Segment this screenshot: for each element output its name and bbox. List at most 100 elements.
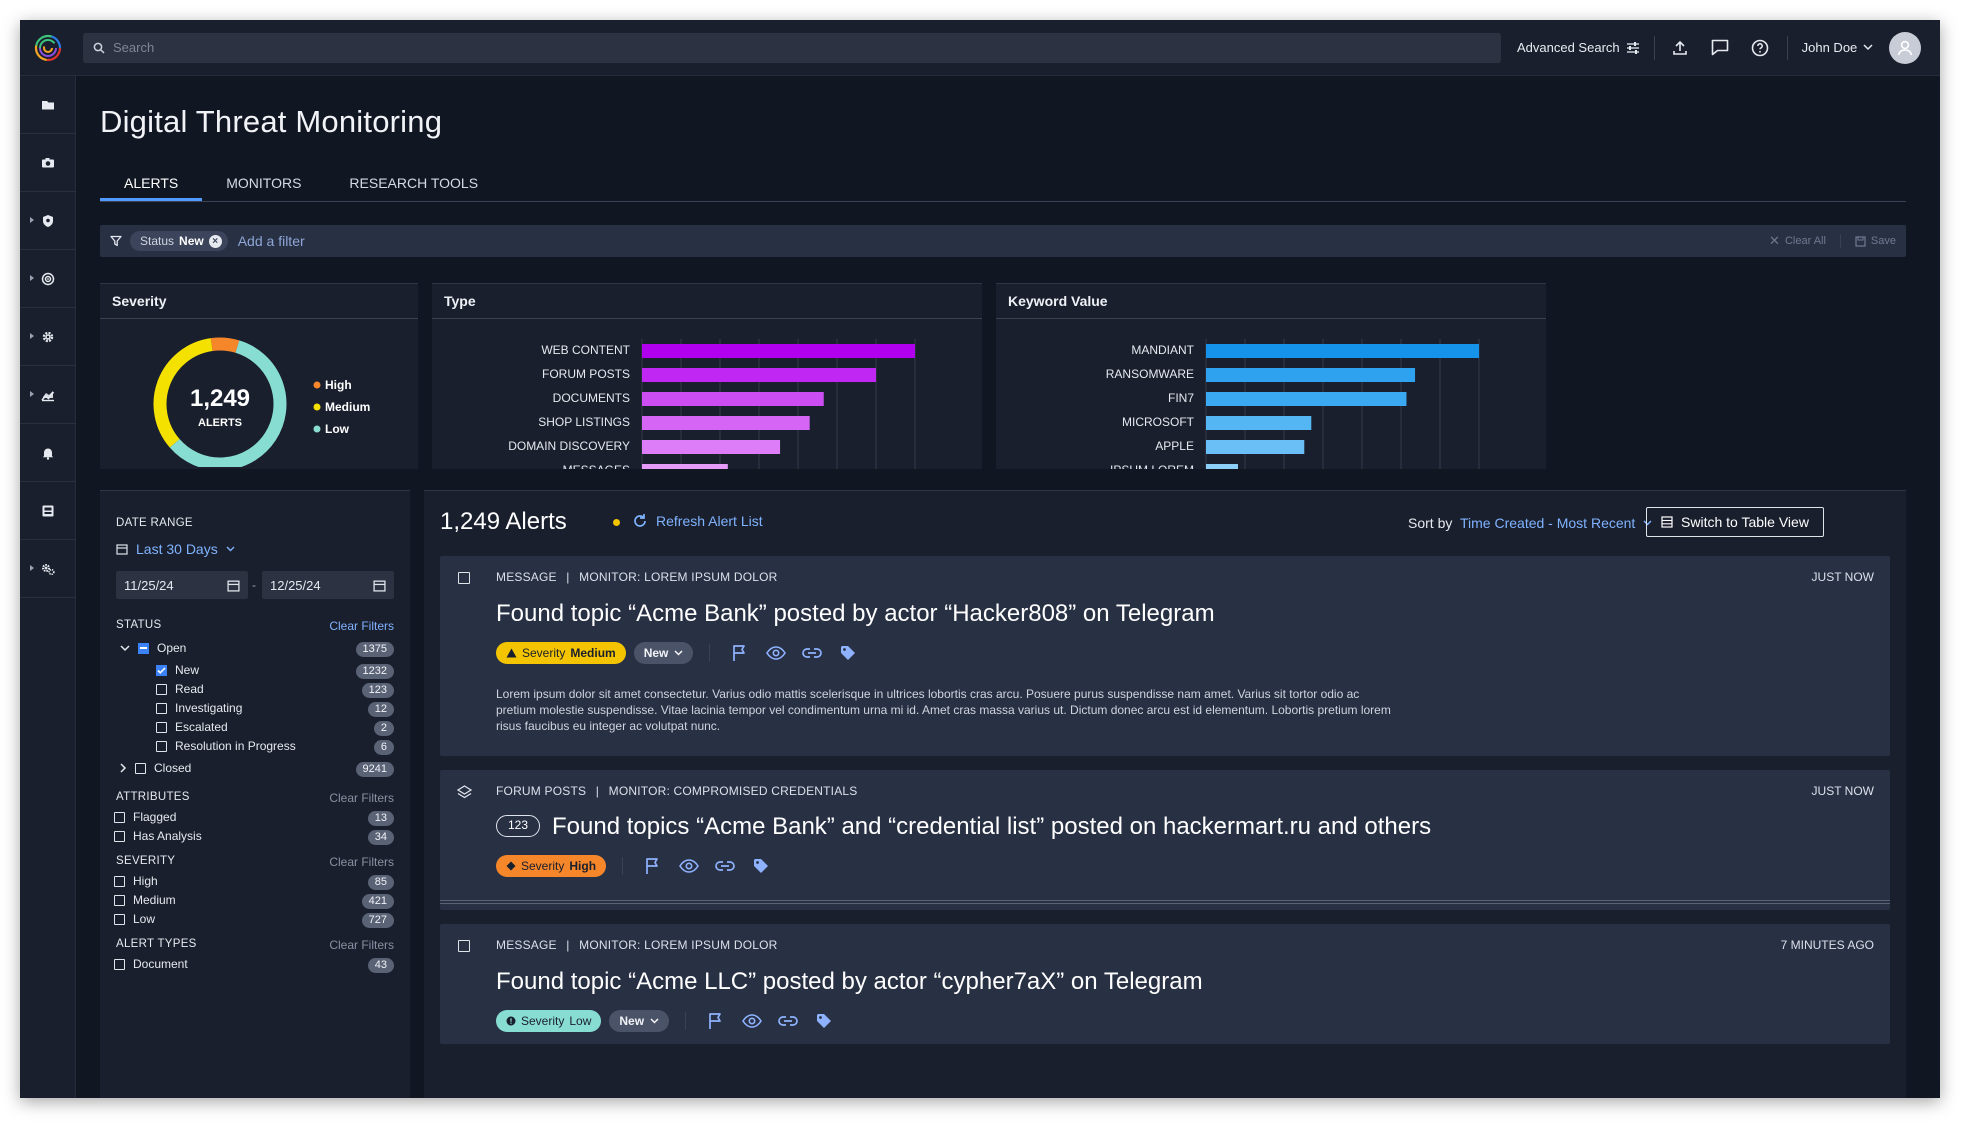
checkbox[interactable] — [114, 875, 125, 887]
bar-fin7[interactable] — [1206, 392, 1407, 406]
refresh-alert-list-button[interactable]: Refresh Alert List — [632, 513, 763, 529]
flag-button[interactable] — [726, 642, 754, 664]
bar-messages[interactable] — [642, 464, 728, 478]
status-open-row[interactable]: Open — [120, 641, 186, 655]
donut-slice-high[interactable] — [210, 337, 240, 353]
search-input[interactable] — [113, 40, 1413, 55]
calendar-icon[interactable] — [227, 579, 240, 592]
sidebar-item-camera[interactable] — [20, 134, 76, 192]
link-button[interactable] — [798, 642, 826, 664]
checkbox[interactable] — [156, 702, 167, 714]
calendar-icon[interactable] — [373, 579, 386, 592]
status-item-row[interactable]: Resolution in Progress — [156, 739, 296, 753]
severity-item-row[interactable]: Low — [114, 912, 155, 926]
bar-apple[interactable] — [1206, 440, 1305, 454]
date-from-field[interactable]: 11/25/24 — [116, 571, 248, 599]
checkbox[interactable] — [114, 830, 125, 842]
donut-slice-low[interactable] — [169, 340, 287, 471]
bar-shop-listings[interactable] — [642, 416, 810, 430]
alert-type-item-row[interactable]: Document — [114, 957, 188, 971]
link-button[interactable] — [774, 1010, 802, 1032]
search-box[interactable] — [83, 32, 1501, 63]
status-item-row[interactable]: Escalated — [156, 720, 228, 734]
attribute-item-row[interactable]: Flagged — [114, 810, 176, 824]
checkbox[interactable] — [156, 683, 167, 695]
chevron-down-icon[interactable] — [120, 644, 130, 652]
upload-button[interactable] — [1665, 33, 1695, 63]
alert-types-clear-filters[interactable]: Clear Filters — [329, 938, 394, 952]
add-filter-link[interactable]: Add a filter — [237, 233, 305, 249]
tag-button[interactable] — [834, 642, 862, 664]
alert-title[interactable]: Found topic “Acme Bank” posted by actor … — [496, 600, 1215, 627]
donut-slice-medium[interactable] — [153, 338, 213, 448]
filter-icon[interactable] — [110, 235, 122, 247]
sidebar-item-bell[interactable] — [20, 424, 76, 482]
bar-documents[interactable] — [642, 392, 824, 406]
bar-ransomware[interactable] — [1206, 368, 1416, 382]
tab-research-tools[interactable]: RESEARCH TOOLS — [349, 175, 479, 191]
view-button[interactable] — [675, 855, 703, 877]
alert-title[interactable]: Found topics “Acme Bank” and “credential… — [552, 813, 1432, 840]
alert-card[interactable]: MESSAGE | MONITOR: LOREM IPSUM DOLOR 7 M… — [440, 924, 1890, 1044]
bar-microsoft[interactable] — [1206, 416, 1312, 430]
save-button[interactable]: Save — [1855, 235, 1896, 247]
checkbox[interactable] — [114, 913, 125, 925]
partial-checkbox[interactable] — [138, 642, 149, 654]
sidebar-item-folder[interactable] — [20, 76, 76, 134]
alert-checkbox[interactable] — [458, 940, 470, 952]
tab-monitors[interactable]: MONITORS — [226, 175, 302, 191]
view-button[interactable] — [738, 1010, 766, 1032]
remove-filter-icon[interactable]: × — [208, 234, 222, 248]
avatar[interactable] — [1889, 31, 1922, 64]
alert-checkbox[interactable] — [458, 572, 470, 584]
flag-button[interactable] — [702, 1010, 730, 1032]
checkbox[interactable] — [135, 762, 146, 774]
switch-to-table-view-button[interactable]: Switch to Table View — [1646, 507, 1824, 537]
status-dropdown[interactable]: New — [633, 642, 694, 664]
status-item-row[interactable]: Read — [156, 682, 204, 696]
clear-all-button[interactable]: ✕ Clear All — [1769, 233, 1826, 249]
tag-button[interactable] — [810, 1010, 838, 1032]
attribute-item-row[interactable]: Has Analysis — [114, 829, 202, 843]
sidebar-item-settings[interactable] — [20, 540, 76, 598]
checkbox[interactable] — [114, 811, 125, 823]
sidebar-item-gear[interactable] — [20, 308, 76, 366]
date-preset-dropdown[interactable]: Last 30 Days — [116, 541, 235, 557]
status-closed-row[interactable]: Closed — [120, 761, 191, 775]
severity-clear-filters[interactable]: Clear Filters — [329, 855, 394, 869]
status-filter-chip[interactable]: Status New × — [130, 231, 228, 251]
status-item-row[interactable]: New — [156, 663, 199, 677]
bar-ipsum-lorem[interactable] — [1206, 464, 1238, 478]
checkbox[interactable] — [156, 664, 167, 676]
bar-mandiant[interactable] — [1206, 344, 1479, 358]
sidebar-item-shield[interactable] — [20, 192, 76, 250]
sidebar-item-chart[interactable] — [20, 366, 76, 424]
chevron-right-icon[interactable] — [120, 763, 127, 773]
view-button[interactable] — [762, 642, 790, 664]
tab-alerts[interactable]: ALERTS — [100, 168, 203, 201]
user-menu[interactable]: John Doe — [1802, 40, 1874, 55]
tag-button[interactable] — [747, 855, 775, 877]
alert-card[interactable]: MESSAGE | MONITOR: LOREM IPSUM DOLOR JUS… — [440, 556, 1890, 756]
sidebar-item-inbox[interactable] — [20, 482, 76, 540]
bar-domain-discovery[interactable] — [642, 440, 781, 454]
layers-icon[interactable] — [457, 785, 472, 800]
link-button[interactable] — [711, 855, 739, 877]
checkbox[interactable] — [114, 958, 125, 970]
advanced-search-button[interactable]: Advanced Search — [1517, 40, 1640, 55]
flag-button[interactable] — [639, 855, 667, 877]
bar-web-content[interactable] — [642, 344, 915, 358]
help-button[interactable] — [1745, 33, 1775, 63]
severity-item-row[interactable]: High — [114, 874, 158, 888]
bar-forum-posts[interactable] — [642, 368, 876, 382]
sidebar-item-target[interactable] — [20, 250, 76, 308]
status-clear-filters[interactable]: Clear Filters — [329, 619, 394, 633]
checkbox[interactable] — [156, 740, 167, 752]
checkbox[interactable] — [114, 894, 125, 906]
sort-dropdown[interactable]: Time Created - Most Recent — [1460, 515, 1652, 531]
messages-button[interactable] — [1705, 33, 1735, 63]
app-logo[interactable] — [20, 20, 76, 76]
status-dropdown[interactable]: New — [609, 1010, 670, 1032]
status-item-row[interactable]: Investigating — [156, 701, 242, 715]
checkbox[interactable] — [156, 721, 167, 733]
